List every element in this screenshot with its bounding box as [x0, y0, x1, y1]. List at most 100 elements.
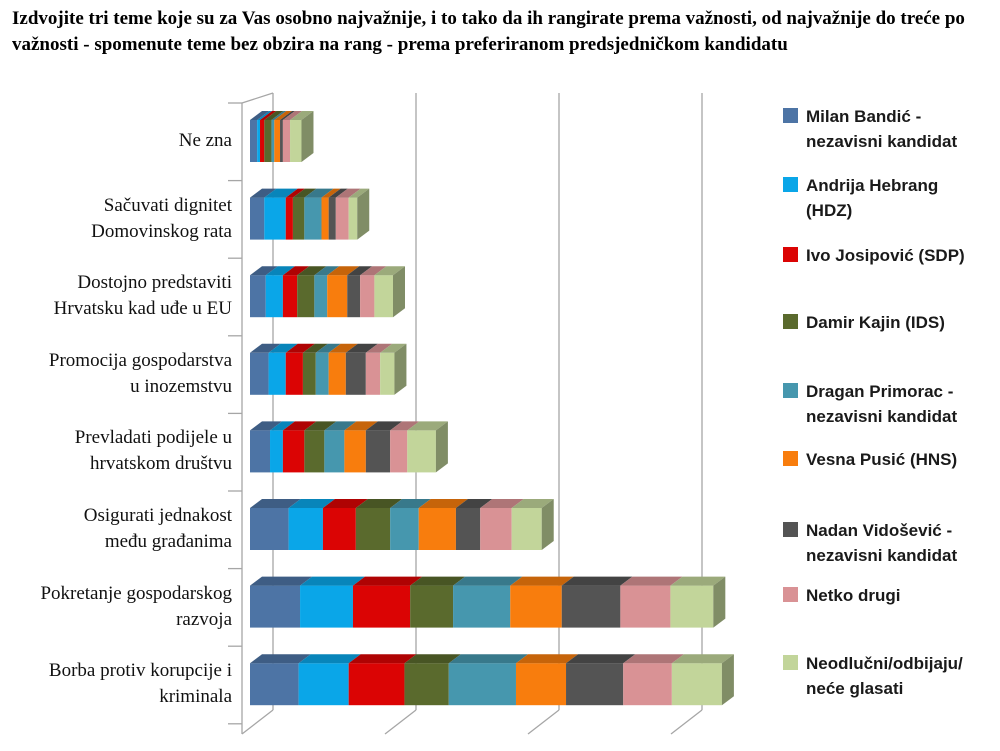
bar-segment	[515, 663, 567, 706]
category-label: Pokretanje gospodarskog razvoja	[40, 582, 232, 630]
bar-segment	[410, 585, 454, 628]
bar-segment	[671, 663, 722, 706]
category-label: Promocija gospodarstva u inozemstvu	[48, 349, 232, 397]
legend-swatch	[783, 655, 798, 670]
bar-segment	[448, 663, 516, 706]
legend-label: Ivo Josipović (SDP)	[806, 246, 965, 265]
bar-segment	[314, 275, 328, 318]
bar-segment-top-face	[355, 499, 403, 508]
legend-item: Damir Kajin (IDS)	[783, 310, 1000, 335]
bar-segment-top-face	[322, 499, 368, 508]
bar-segment-top-face	[285, 188, 305, 198]
bar-segment-top-face	[321, 188, 341, 198]
bar-segment-top-face	[404, 654, 461, 664]
gridline-floor-edge	[670, 709, 703, 735]
legend-item: Neodlučni/odbijaju/ neće glasati	[783, 651, 1000, 701]
legend-swatch	[783, 587, 798, 602]
bar-segment-top-face	[380, 343, 407, 353]
bar-segment	[670, 585, 714, 628]
legend-swatch	[783, 314, 798, 329]
bar-segment	[510, 585, 562, 628]
bar-row	[250, 499, 554, 550]
bar-row	[250, 654, 734, 706]
legend-swatch	[783, 177, 798, 192]
bar-segment-top-face	[348, 654, 417, 664]
legend-label: Damir Kajin (IDS)	[806, 313, 945, 332]
bar-segment-side-face	[713, 576, 726, 628]
bar-segment-top-face	[511, 499, 554, 508]
bar-segment-side-face	[357, 188, 370, 240]
bar-segment	[270, 430, 283, 473]
bar-segment	[250, 352, 269, 395]
bar-segment-top-face	[448, 654, 528, 664]
bar-segment	[453, 585, 511, 628]
bar-segment-top-face	[671, 654, 734, 664]
bar-segment	[265, 275, 283, 318]
legend-label: Neodlučni/odbijaju/ neće glasati	[806, 654, 963, 698]
bar-segment	[298, 663, 349, 706]
bar-segment	[328, 352, 346, 395]
bar-row	[250, 343, 407, 395]
legend-item: Milan Bandić - nezavisni kandidat	[783, 104, 1000, 154]
bar-segment	[623, 663, 672, 706]
bar-segment-top-face	[250, 266, 278, 276]
bar-segment-top-face	[352, 576, 423, 586]
bar-segment	[327, 275, 348, 318]
legend-item: Dragan Primorac - nezavisni kandidat	[783, 379, 1000, 429]
category-label: Osigurati jednakost među građanima	[83, 505, 232, 552]
bar-segment	[304, 197, 322, 240]
bar-segment	[390, 430, 408, 473]
legend-swatch	[783, 383, 798, 398]
bar-segment	[290, 120, 302, 162]
bar-segment	[407, 430, 436, 473]
bar-segment-top-face	[327, 266, 360, 276]
bar-segment-top-face	[250, 421, 283, 431]
bar-segment-top-face	[250, 576, 313, 586]
bar-segment	[282, 120, 291, 162]
bar-segment-top-face	[328, 188, 348, 198]
bar-segment-top-face	[300, 576, 365, 586]
bar-segment-top-face	[280, 111, 295, 120]
bar-segment-top-face	[250, 654, 311, 664]
bar-segment-top-face	[264, 188, 298, 198]
bar-segment	[257, 120, 261, 162]
bar-segment-side-face	[721, 654, 734, 706]
bar-segment-top-face	[365, 343, 393, 353]
bar-segment-side-face	[393, 266, 405, 318]
bar-segment-top-face	[250, 499, 301, 508]
bar-segment	[322, 508, 356, 550]
bar-segment-top-face	[292, 188, 317, 198]
bar-segment	[250, 120, 258, 162]
bar-segment-top-face	[410, 576, 466, 586]
bar-segment-top-face	[298, 654, 361, 664]
bar-segment	[374, 275, 393, 318]
bar-segment-top-face	[270, 421, 295, 431]
bar-segment-side-face	[541, 499, 554, 550]
bar-segment	[455, 508, 481, 550]
bar-segment	[561, 585, 621, 628]
bar-segment-top-face	[328, 343, 358, 353]
bar-segment	[335, 197, 349, 240]
bar-segment	[347, 275, 361, 318]
bar-segment	[360, 275, 375, 318]
bar-segment-top-face	[348, 188, 370, 198]
bar-segment-top-face	[455, 499, 493, 508]
bar-segment	[324, 430, 345, 473]
bar-segment	[250, 663, 299, 706]
bar-segment	[250, 508, 289, 550]
legend-label: Andrija Hebrang (HDZ)	[806, 176, 939, 220]
bar-segment-top-face	[480, 499, 524, 508]
bar-segment	[304, 430, 325, 473]
bar-segment	[260, 120, 265, 162]
bar-segment-side-face	[301, 111, 314, 162]
bar-segment	[282, 275, 298, 318]
bar-segment-top-face	[515, 654, 579, 664]
bar-segment-top-face	[282, 266, 310, 276]
category-label: Borba protiv korupcije i kriminala	[48, 660, 232, 708]
bar-segment	[271, 120, 275, 162]
bar-segment	[566, 663, 624, 706]
legend-item: Ivo Josipović (SDP)	[783, 243, 1000, 268]
bar-segment	[264, 197, 286, 240]
bar-segment-top-face	[297, 266, 327, 276]
